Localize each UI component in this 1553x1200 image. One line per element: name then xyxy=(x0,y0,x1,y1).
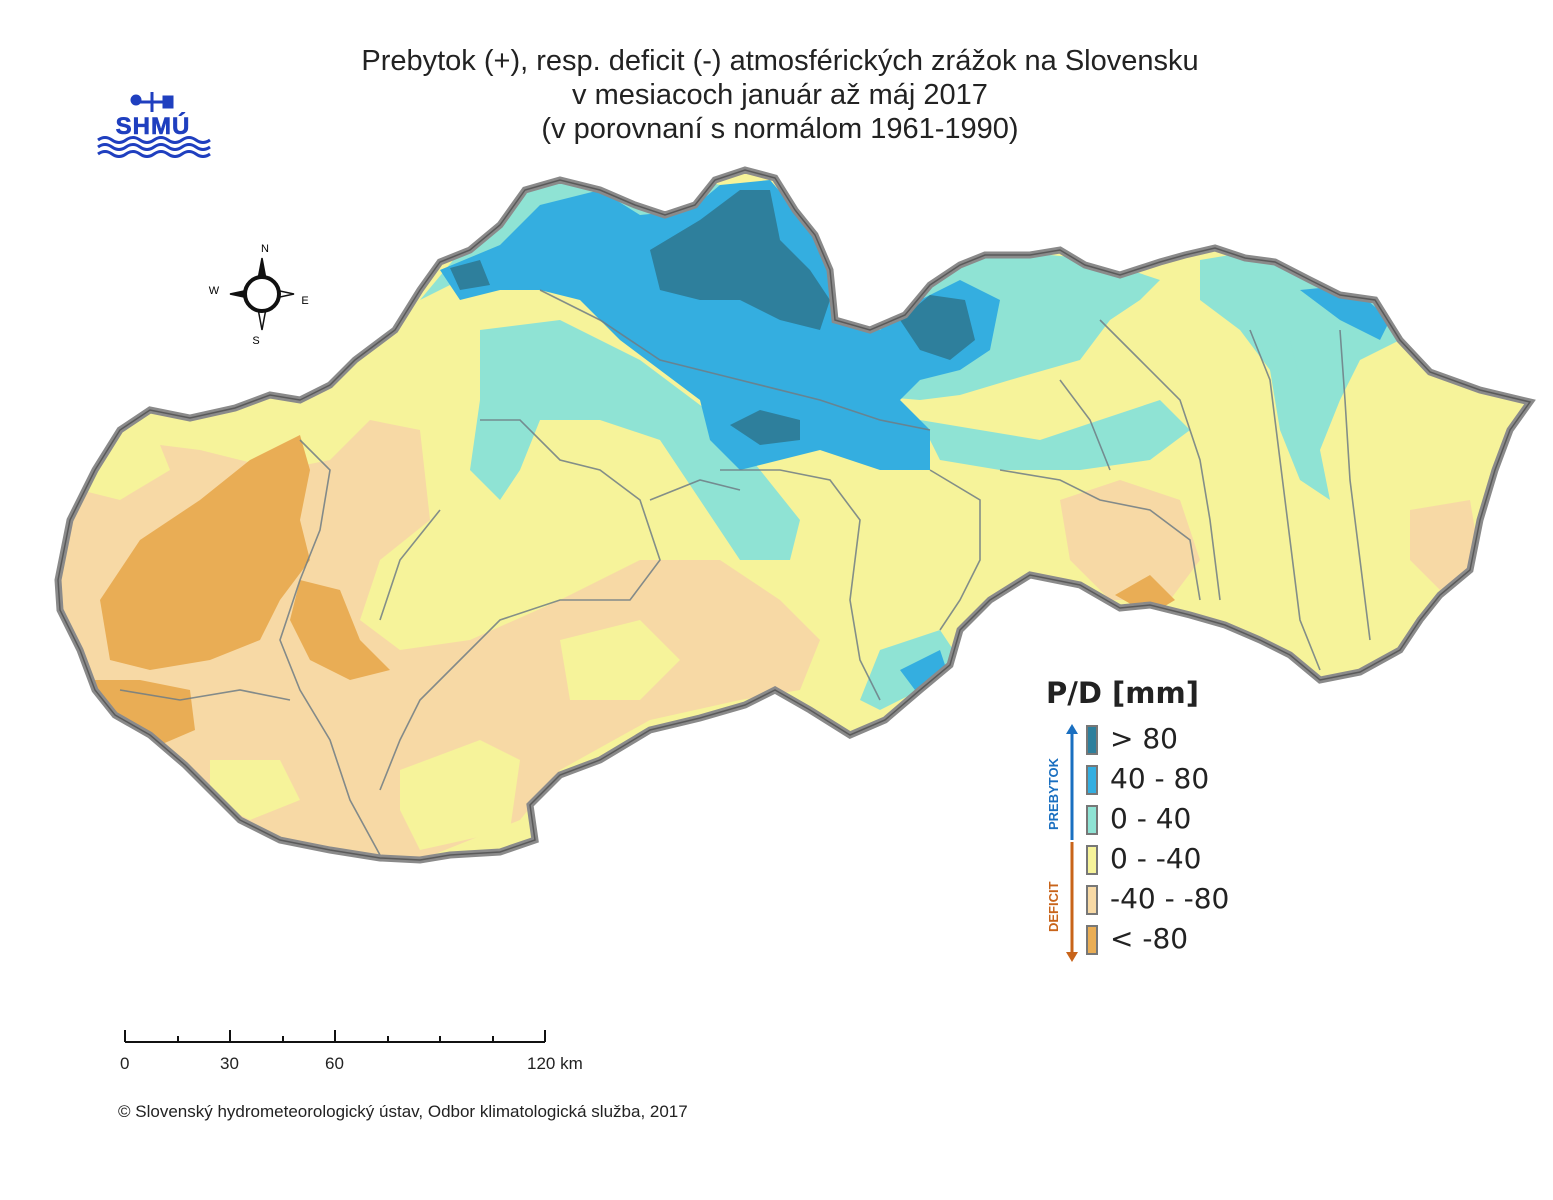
legend-arrows xyxy=(1066,724,1078,962)
map-title: Prebytok (+), resp. deficit (-) atmosfér… xyxy=(300,44,1260,146)
waves-icon xyxy=(97,136,211,158)
legend-swatch xyxy=(1086,725,1098,755)
legend-title: P/D [mm] xyxy=(1046,676,1199,710)
legend-label: 0 - 40 xyxy=(1110,802,1192,835)
compass-rose-icon: N S E W xyxy=(209,243,309,347)
scale-tick-label: 0 xyxy=(120,1054,130,1073)
shmu-logo: SHMÚ xyxy=(97,92,211,158)
legend-label: > 80 xyxy=(1110,722,1178,755)
scale-bar-line xyxy=(124,1030,546,1043)
zone-surplus-over-80 xyxy=(450,260,490,290)
zone-deficit-0-40 xyxy=(210,760,300,820)
legend-swatch xyxy=(1086,805,1098,835)
zone-surplus-over-80 xyxy=(730,410,800,445)
zone-surplus-0-40 xyxy=(470,320,800,560)
legend-swatch xyxy=(1086,885,1098,915)
zone-surplus-over-80 xyxy=(900,295,975,360)
zone-deficit-40-80 xyxy=(1410,500,1480,590)
zone-deficit-over-80 xyxy=(100,435,310,670)
deficit-arrowhead-icon xyxy=(1066,952,1078,962)
zone-surplus-over-80 xyxy=(650,190,830,330)
zone-deficit-over-80 xyxy=(290,580,390,680)
copyright-notice: © Slovenský hydrometeorologický ústav, O… xyxy=(118,1102,688,1121)
compass-n: N xyxy=(261,243,269,255)
scale-tick-label: 60 xyxy=(325,1054,344,1073)
legend-swatch xyxy=(1086,925,1098,955)
legend-label: 0 - -40 xyxy=(1110,842,1202,875)
surplus-arrowhead-icon xyxy=(1066,724,1078,734)
legend-swatch xyxy=(1086,765,1098,795)
zone-surplus-0-40 xyxy=(920,400,1190,470)
legend: P/D [mm] PREBYTOK DEFICIT > 80 40 - 80 0… xyxy=(1020,672,1260,972)
legend-deficit-label: DEFICIT xyxy=(1046,881,1061,932)
title-line-3: (v porovnaní s normálom 1961-1990) xyxy=(541,113,1019,145)
logo-text: SHMÚ xyxy=(116,112,191,140)
weather-station-icon xyxy=(130,92,174,112)
title-line-2: v mesiacoch január až máj 2017 xyxy=(572,79,988,111)
compass-e: E xyxy=(301,295,308,307)
scale-tick-label: 120 km xyxy=(527,1054,583,1073)
river-basin-lines xyxy=(119,289,1371,856)
zone-surplus-40-80 xyxy=(1300,285,1390,340)
title-line-1: Prebytok (+), resp. deficit (-) atmosfér… xyxy=(361,45,1199,77)
zone-deficit-0-40 xyxy=(400,740,520,850)
compass-s: S xyxy=(252,335,259,347)
zone-surplus-0-40 xyxy=(1260,340,1300,390)
zone-deficit-over-80 xyxy=(90,680,195,745)
zone-surplus-40-80 xyxy=(440,180,1000,470)
legend-label: -40 - -80 xyxy=(1110,882,1230,915)
zone-deficit-40-80 xyxy=(1060,480,1200,600)
compass-w: W xyxy=(209,285,220,297)
zone-deficit-0-40 xyxy=(560,620,680,700)
legend-swatch xyxy=(1086,845,1098,875)
legend-label: < -80 xyxy=(1110,922,1189,955)
legend-label: 40 - 80 xyxy=(1110,762,1210,795)
scale-bar: 0 30 60 120 km xyxy=(110,1022,630,1082)
legend-surplus-label: PREBYTOK xyxy=(1046,758,1061,830)
scale-tick-label: 30 xyxy=(220,1054,239,1073)
